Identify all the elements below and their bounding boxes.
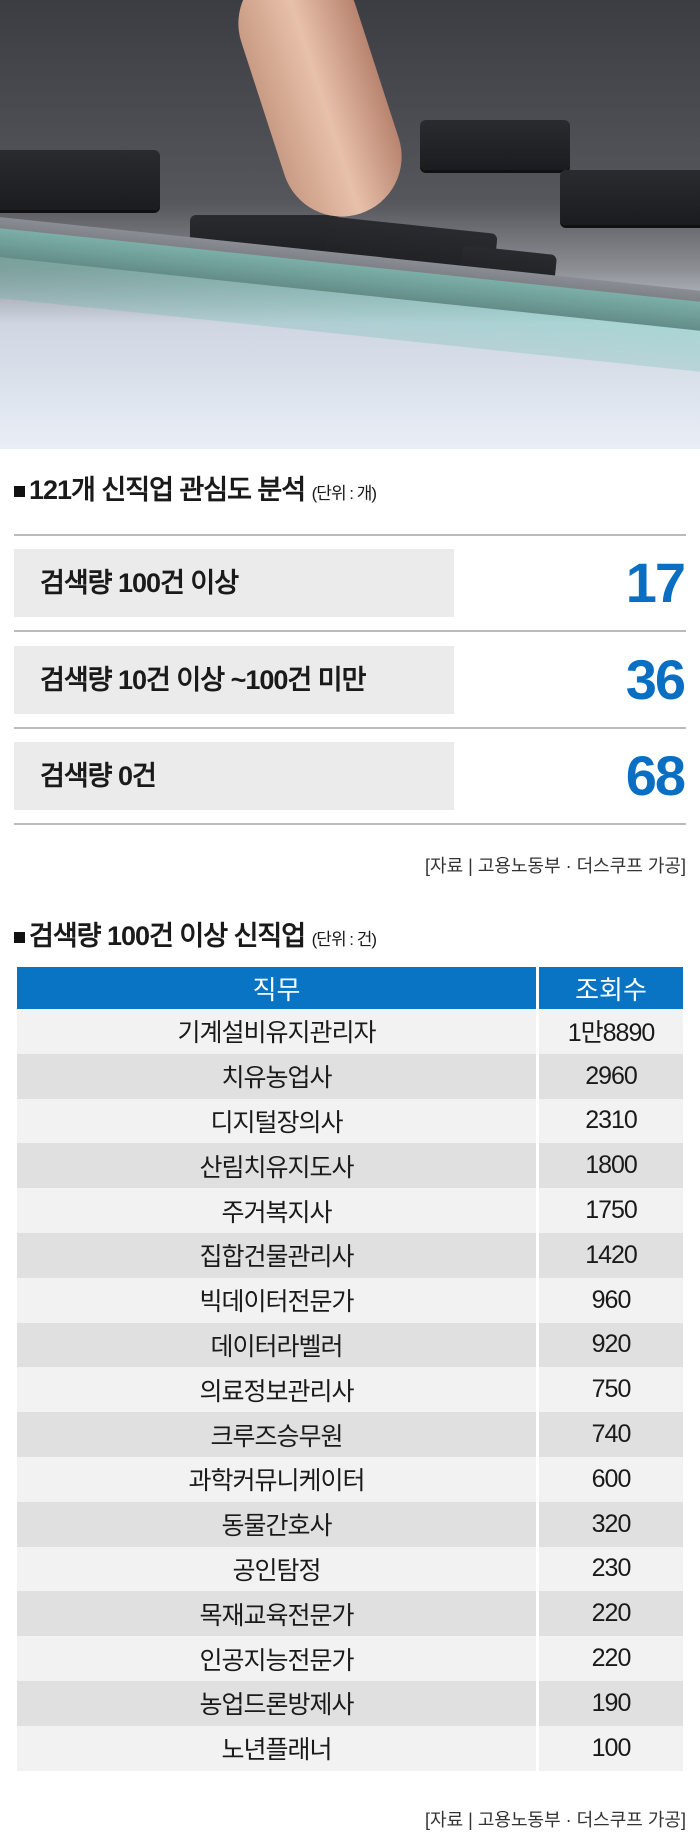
bullet-square-icon (14, 932, 25, 944)
job-cell: 동물간호사 (17, 1501, 536, 1547)
source-note: [자료 | 고용노동부 · 더스쿠프 가공] (425, 1810, 686, 1830)
views-cell: 920 (539, 1322, 683, 1368)
table-row: 주거복지사 1750 (17, 1188, 683, 1233)
table-row: 과학커뮤니케이터 600 (17, 1456, 683, 1502)
job-cell: 의료정보관리사 (17, 1367, 536, 1413)
table-row: 산림치유지도사 1800 (17, 1143, 683, 1189)
keyboard-key (0, 150, 160, 210)
section2-title: 검색량 100건 이상 신직업 (단위 : 건) (14, 914, 377, 953)
column-header-views: 조회수 (539, 967, 683, 1009)
keyboard-key (420, 120, 570, 170)
category-value: 68 (625, 744, 686, 807)
views-cell: 750 (539, 1367, 683, 1413)
table-row: 크루즈승무원 740 (17, 1412, 683, 1457)
table-row: 목재교육전문가 220 (17, 1591, 683, 1637)
section1-title-text: 121개 신직업 관심도 분석 (29, 475, 306, 505)
table-row: 동물간호사 320 (17, 1501, 683, 1547)
jobs-table: 직무 조회수 기계설비유지관리자 1만8890 치유농업사 2960 디지털장의사 231… (14, 967, 686, 1771)
job-cell: 과학커뮤니케이터 (17, 1456, 536, 1502)
source-note: [자료 | 고용노동부 · 더스쿠프 가공] (425, 856, 686, 876)
divider (14, 630, 686, 632)
job-cell: 인공지능전문가 (17, 1636, 536, 1681)
views-cell: 960 (539, 1277, 683, 1323)
views-cell: 320 (539, 1501, 683, 1547)
views-cell: 600 (539, 1456, 683, 1502)
category-value: 36 (625, 648, 686, 711)
keyboard-key (560, 170, 700, 225)
views-cell: 740 (539, 1412, 683, 1457)
views-cell: 230 (539, 1546, 683, 1592)
views-cell: 1420 (539, 1232, 683, 1278)
views-cell: 1800 (539, 1143, 683, 1189)
views-cell: 220 (539, 1591, 683, 1637)
keyboard-photo (0, 0, 700, 449)
table-row: 데이터라벨러 920 (17, 1322, 683, 1368)
table-body: 기계설비유지관리자 1만8890 치유농업사 2960 디지털장의사 2310 산림치유지도… (17, 1009, 683, 1771)
views-cell: 100 (539, 1725, 683, 1771)
table-row: 의료정보관리사 750 (17, 1367, 683, 1413)
table-row: 기계설비유지관리자 1만8890 (17, 1009, 683, 1054)
views-cell: 220 (539, 1636, 683, 1681)
views-cell: 1만8890 (539, 1009, 683, 1054)
job-cell: 주거복지사 (17, 1188, 536, 1233)
views-cell: 190 (539, 1680, 683, 1726)
job-cell: 집합건물관리사 (17, 1232, 536, 1278)
views-cell: 2310 (539, 1098, 683, 1144)
job-cell: 목재교육전문가 (17, 1591, 536, 1637)
column-header-job: 직무 (17, 967, 536, 1009)
bullet-square-icon (14, 486, 25, 498)
job-cell: 치유농업사 (17, 1053, 536, 1099)
divider (14, 823, 686, 825)
job-cell: 크루즈승무원 (17, 1412, 536, 1457)
table-row: 농업드론방제사 190 (17, 1680, 683, 1726)
table-row: 치유농업사 2960 (17, 1053, 683, 1099)
table-row: 집합건물관리사 1420 (17, 1232, 683, 1278)
job-cell: 빅데이터전문가 (17, 1277, 536, 1323)
section2-title-text: 검색량 100건 이상 신직업 (29, 921, 306, 951)
job-cell: 기계설비유지관리자 (17, 1009, 536, 1054)
table-row: 빅데이터전문가 960 (17, 1277, 683, 1323)
table-row: 인공지능전문가 220 (17, 1636, 683, 1681)
section2-unit: (단위 : 건) (311, 930, 377, 949)
category-value: 17 (625, 551, 686, 614)
job-cell: 데이터라벨러 (17, 1322, 536, 1368)
job-cell: 공인탐정 (17, 1546, 536, 1592)
section1-unit: (단위 : 개) (311, 484, 377, 503)
divider (14, 727, 686, 729)
section1-title: 121개 신직업 관심도 분석 (단위 : 개) (14, 468, 377, 507)
table-row: 디지털장의사 2310 (17, 1098, 683, 1144)
category-label: 검색량 10건 이상 ~100건 미만 (14, 646, 454, 714)
job-cell: 노년플래너 (17, 1725, 536, 1771)
divider (14, 534, 686, 536)
views-cell: 2960 (539, 1053, 683, 1099)
table-row: 공인탐정 230 (17, 1546, 683, 1592)
table-row: 노년플래너 100 (17, 1725, 683, 1771)
job-cell: 농업드론방제사 (17, 1680, 536, 1726)
finger (222, 0, 418, 233)
job-cell: 디지털장의사 (17, 1098, 536, 1144)
category-label: 검색량 100건 이상 (14, 549, 454, 617)
views-cell: 1750 (539, 1188, 683, 1233)
category-label: 검색량 0건 (14, 742, 454, 810)
job-cell: 산림치유지도사 (17, 1143, 536, 1189)
